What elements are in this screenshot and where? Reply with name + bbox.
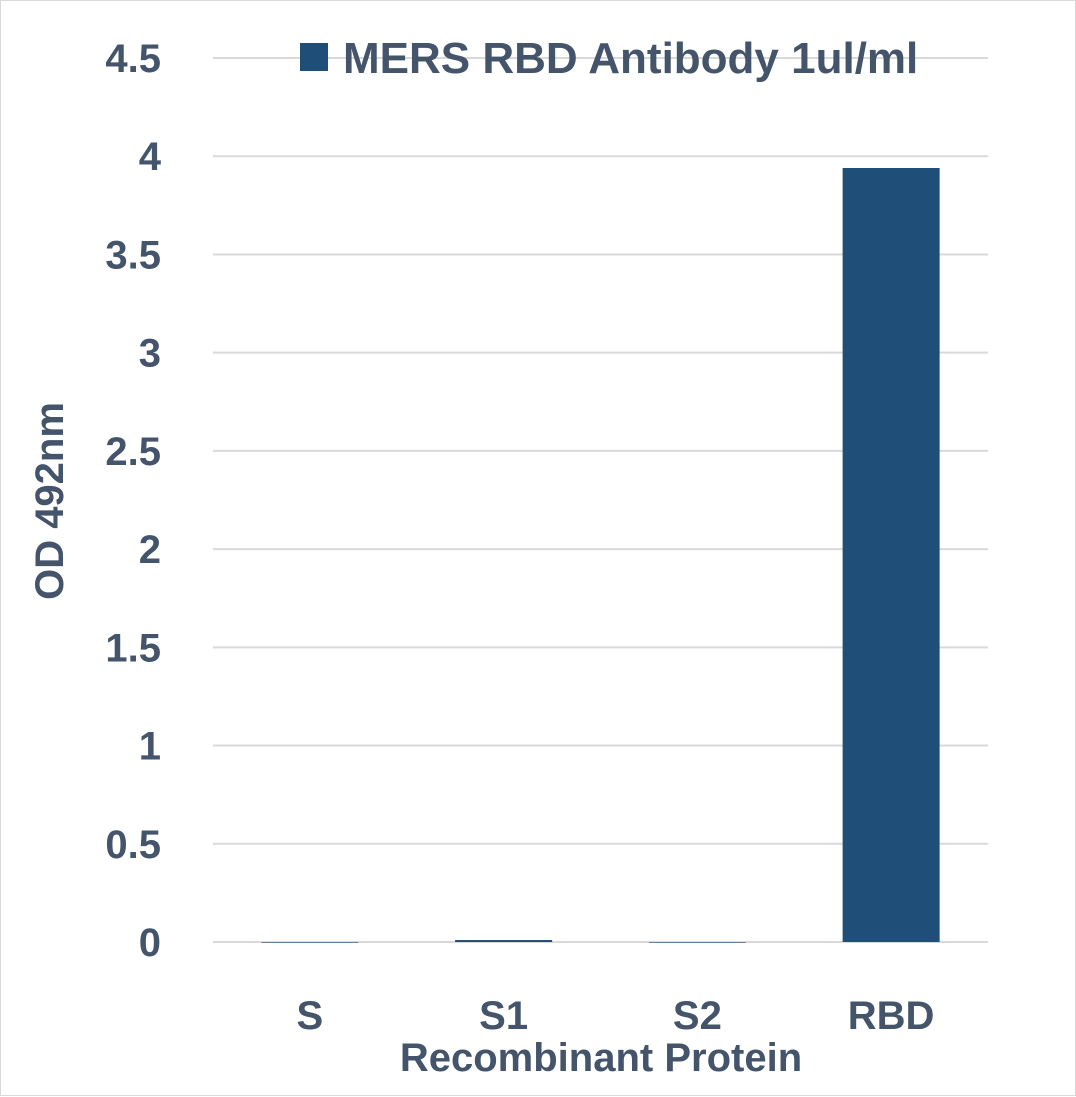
- legend: MERS RBD Antibody 1ul/ml: [300, 34, 918, 83]
- x-tick-label: S1: [479, 994, 528, 1038]
- gridlines: [213, 57, 988, 943]
- y-tick-labels: 0 0.5 1 1.5 2 2.5 3 3.5 4 4.5: [105, 37, 161, 965]
- y-tick-label: 0: [139, 921, 161, 965]
- y-tick-label: 1: [139, 725, 161, 769]
- bars: [261, 168, 940, 943]
- y-tick-label: 3.5: [105, 233, 161, 277]
- legend-swatch: [300, 43, 328, 71]
- y-tick-label: 2: [139, 528, 161, 572]
- y-tick-label: 4: [139, 135, 162, 179]
- y-tick-label: 0.5: [105, 823, 161, 867]
- bar-s1: [455, 940, 553, 942]
- y-tick-label: 2.5: [105, 430, 161, 474]
- bar-rbd: [842, 168, 940, 942]
- x-tick-label: RBD: [848, 994, 935, 1038]
- y-tick-label: 1.5: [105, 626, 161, 670]
- x-tick-labels: S S1 S2 RBD: [297, 994, 935, 1038]
- bar-s: [261, 942, 359, 943]
- bar-s2: [648, 942, 746, 943]
- x-tick-label: S2: [673, 994, 722, 1038]
- y-tick-label: 3: [139, 332, 161, 376]
- legend-label: MERS RBD Antibody 1ul/ml: [343, 34, 918, 83]
- x-tick-label: S: [297, 994, 324, 1038]
- y-axis-title: OD 492nm: [28, 402, 72, 600]
- x-axis-title: Recombinant Protein: [400, 1036, 802, 1080]
- y-tick-label: 4.5: [105, 37, 161, 81]
